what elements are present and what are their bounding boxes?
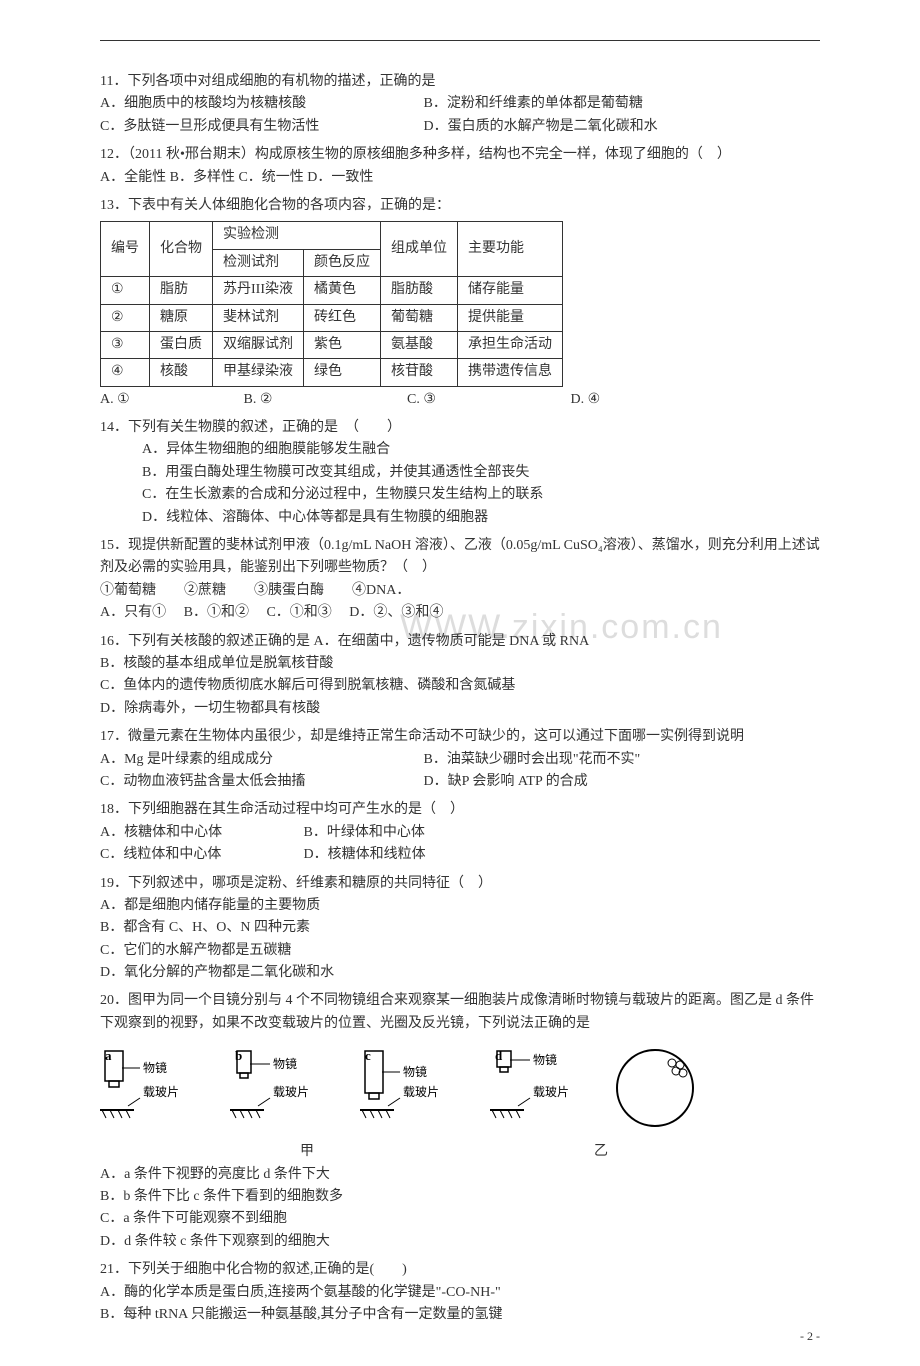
q15-opts: A．只有① B．①和② C．①和③ D．②、③和④ bbox=[100, 602, 820, 624]
label-yi: 乙 bbox=[594, 1141, 608, 1163]
document-body: 11．下列各项中对组成细胞的有机物的描述，正确的是 A．细胞质中的核酸均为核糖核… bbox=[100, 71, 820, 1326]
q15-stem: 15．现提供新配置的斐林试剂甲液（0.1g/mL NaOH 溶液）、乙液（0.0… bbox=[100, 535, 820, 580]
q18-B: B．叶绿体和中心体 bbox=[304, 822, 425, 844]
q13-stem: 13．下表中有关人体细胞化合物的各项内容，正确的是： bbox=[100, 195, 820, 217]
q13-table: 编号 化合物 实验检测 组成单位 主要功能 检测试剂 颜色反应 ① 脂肪 苏丹I… bbox=[100, 221, 563, 386]
lens-b-icon: b 物镜 载玻片 bbox=[230, 1048, 330, 1128]
header-rule bbox=[100, 40, 820, 41]
page-number: - 2 - bbox=[800, 1327, 820, 1346]
question-21: 21．下列关于细胞中化合物的叙述,正确的是( ) A．酶的化学本质是蛋白质,连接… bbox=[100, 1259, 820, 1326]
q16-D: D．除病毒外，一切生物都具有核酸 bbox=[100, 698, 820, 720]
q17-row2: C．动物血液钙盐含量太低会抽搐 D．缺P 会影响 ATP 的合成 bbox=[100, 771, 820, 793]
q17-D: D．缺P 会影响 ATP 的合成 bbox=[424, 771, 588, 793]
lens-d-icon: d 物镜 载玻片 bbox=[490, 1048, 590, 1128]
q11-stem: 11．下列各项中对组成细胞的有机物的描述，正确的是 bbox=[100, 71, 820, 93]
question-17: 17．微量元素在生物体内虽很少，却是维持正常生命活动不可缺少的，这可以通过下面哪… bbox=[100, 726, 820, 793]
th-id: 编号 bbox=[101, 222, 150, 277]
q13-B: B. ② bbox=[244, 389, 404, 411]
q11-A: A．细胞质中的核酸均为核糖核酸 bbox=[100, 93, 420, 115]
q13-opts: A. ① B. ② C. ③ D. ④ bbox=[100, 389, 820, 411]
q16-B: B．核酸的基本组成单位是脱氧核苷酸 bbox=[100, 653, 820, 675]
th-comp: 化合物 bbox=[150, 222, 213, 277]
svg-text:物镜: 物镜 bbox=[143, 1060, 167, 1075]
q20-D: D．d 条件较 c 条件下观察到的细胞大 bbox=[100, 1231, 820, 1253]
q18-D: D．核糖体和线粒体 bbox=[304, 844, 426, 866]
svg-text:载玻片: 载玻片 bbox=[273, 1085, 309, 1099]
q20-figure: a 物镜 载玻片 b 物镜 bbox=[100, 1043, 820, 1133]
q18-row2: C．线粒体和中心体 D．核糖体和线粒体 bbox=[100, 844, 820, 866]
lens-a-icon: a 物镜 载玻片 bbox=[100, 1048, 200, 1128]
q16-stem: 16．下列有关核酸的叙述正确的是 A．在细菌中，遗传物质可能是 DNA 或 RN… bbox=[100, 631, 820, 653]
th-func: 主要功能 bbox=[458, 222, 563, 277]
q19-D: D．氧化分解的产物都是二氧化碳和水 bbox=[100, 962, 820, 984]
question-16: 16．下列有关核酸的叙述正确的是 A．在细菌中，遗传物质可能是 DNA 或 RN… bbox=[100, 631, 820, 721]
q11-C: C．多肽链一旦形成便具有生物活性 bbox=[100, 116, 420, 138]
q18-stem: 18．下列细胞器在其生命活动过程中均可产生水的是（ ） bbox=[100, 799, 820, 821]
q13-D: D. ④ bbox=[571, 389, 601, 411]
question-14: 14．下列有关生物膜的叙述，正确的是 （ ） A．异体生物细胞的细胞膜能够发生融… bbox=[100, 417, 820, 529]
q18-C: C．线粒体和中心体 bbox=[100, 844, 300, 866]
q17-B: B．油菜缺少硼时会出现"花而不实" bbox=[424, 749, 641, 771]
q14-C: C．在生长激素的合成和分泌过程中，生物膜只发生结构上的联系 bbox=[100, 484, 820, 506]
q17-stem: 17．微量元素在生物体内虽很少，却是维持正常生命活动不可缺少的，这可以通过下面哪… bbox=[100, 726, 820, 748]
th-color: 颜色反应 bbox=[304, 249, 381, 276]
table-row: ④ 核酸 甲基绿染液 绿色 核苷酸 携带遗传信息 bbox=[101, 359, 563, 386]
table-row: ② 糖原 斐林试剂 砖红色 葡萄糖 提供能量 bbox=[101, 304, 563, 331]
q17-C: C．动物血液钙盐含量太低会抽搐 bbox=[100, 771, 420, 793]
q18-A: A．核糖体和中心体 bbox=[100, 822, 300, 844]
q12-opts: A．全能性 B．多样性 C．统一性 D．一致性 bbox=[100, 167, 820, 189]
q19-A: A．都是细胞内储存能量的主要物质 bbox=[100, 895, 820, 917]
figure-jia: a 物镜 载玻片 b 物镜 bbox=[100, 1048, 590, 1128]
question-12: 12．（2011 秋•邢台期末）构成原核生物的原核细胞多种多样，结构也不完全一样… bbox=[100, 144, 820, 189]
th-reagent: 检测试剂 bbox=[213, 249, 304, 276]
q19-stem: 19．下列叙述中，哪项是淀粉、纤维素和糖原的共同特征（ ） bbox=[100, 873, 820, 895]
label-jia: 甲 bbox=[300, 1141, 314, 1163]
lens-c-icon: c 物镜 载玻片 bbox=[360, 1048, 460, 1128]
svg-text:载玻片: 载玻片 bbox=[143, 1085, 179, 1099]
q15-items: ①葡萄糖 ②蔗糖 ③胰蛋白酶 ④DNA． bbox=[100, 580, 820, 602]
svg-text:载玻片: 载玻片 bbox=[533, 1085, 569, 1099]
q11-D: D．蛋白质的水解产物是二氧化碳和水 bbox=[424, 116, 658, 138]
question-11: 11．下列各项中对组成细胞的有机物的描述，正确的是 A．细胞质中的核酸均为核糖核… bbox=[100, 71, 820, 138]
q16-C: C．鱼体内的遗传物质彻底水解后可得到脱氧核糖、磷酸和含氮碱基 bbox=[100, 675, 820, 697]
q11-row2: C．多肽链一旦形成便具有生物活性 D．蛋白质的水解产物是二氧化碳和水 bbox=[100, 116, 820, 138]
svg-text:载玻片: 载玻片 bbox=[403, 1085, 439, 1099]
th-unit: 组成单位 bbox=[381, 222, 458, 277]
q13-C: C. ③ bbox=[407, 389, 567, 411]
q20-B: B．b 条件下比 c 条件下看到的细胞数多 bbox=[100, 1186, 820, 1208]
q21-A: A．酶的化学本质是蛋白质,连接两个氨基酸的化学键是"-CO-NH-" bbox=[100, 1282, 820, 1304]
table-row: ① 脂肪 苏丹III染液 橘黄色 脂肪酸 储存能量 bbox=[101, 277, 563, 304]
svg-text:物镜: 物镜 bbox=[533, 1052, 557, 1067]
question-19: 19．下列叙述中，哪项是淀粉、纤维素和糖原的共同特征（ ） A．都是细胞内储存能… bbox=[100, 873, 820, 985]
question-18: 18．下列细胞器在其生命活动过程中均可产生水的是（ ） A．核糖体和中心体 B．… bbox=[100, 799, 820, 866]
table-row: ③ 蛋白质 双缩脲试剂 紫色 氨基酸 承担生命活动 bbox=[101, 331, 563, 358]
svg-text:物镜: 物镜 bbox=[273, 1056, 297, 1071]
q11-row1: A．细胞质中的核酸均为核糖核酸 B．淀粉和纤维素的单体都是葡萄糖 bbox=[100, 93, 820, 115]
q20-C: C．a 条件下可能观察不到细胞 bbox=[100, 1208, 820, 1230]
q14-B: B．用蛋白酶处理生物膜可改变其组成，并使其通透性全部丧失 bbox=[100, 462, 820, 484]
q13-A: A. ① bbox=[100, 389, 240, 411]
q20-A: A．a 条件下视野的亮度比 d 条件下大 bbox=[100, 1164, 820, 1186]
q21-B: B．每种 tRNA 只能搬运一种氨基酸,其分子中含有一定数量的氢键 bbox=[100, 1304, 820, 1326]
svg-text:物镜: 物镜 bbox=[403, 1064, 427, 1079]
q14-stem: 14．下列有关生物膜的叙述，正确的是 （ ） bbox=[100, 417, 820, 439]
q19-B: B．都含有 C、H、O、N 四种元素 bbox=[100, 917, 820, 939]
question-15: 15．现提供新配置的斐林试剂甲液（0.1g/mL NaOH 溶液）、乙液（0.0… bbox=[100, 535, 820, 625]
q21-stem: 21．下列关于细胞中化合物的叙述,正确的是( ) bbox=[100, 1259, 820, 1281]
question-20: 20．图甲为同一个目镜分别与 4 个不同物镜组合来观察某一细胞装片成像清晰时物镜… bbox=[100, 990, 820, 1253]
q18-row1: A．核糖体和中心体 B．叶绿体和中心体 bbox=[100, 822, 820, 844]
q17-A: A．Mg 是叶绿素的组成成分 bbox=[100, 749, 420, 771]
q11-B: B．淀粉和纤维素的单体都是葡萄糖 bbox=[424, 93, 643, 115]
q20-stem: 20．图甲为同一个目镜分别与 4 个不同物镜组合来观察某一细胞装片成像清晰时物镜… bbox=[100, 990, 820, 1035]
question-13: 13．下表中有关人体细胞化合物的各项内容，正确的是： 编号 化合物 实验检测 组… bbox=[100, 195, 820, 411]
q19-C: C．它们的水解产物都是五碳糖 bbox=[100, 940, 820, 962]
field-view-icon bbox=[610, 1043, 700, 1133]
q12-stem: 12．（2011 秋•邢台期末）构成原核生物的原核细胞多种多样，结构也不完全一样… bbox=[100, 144, 820, 166]
q17-row1: A．Mg 是叶绿素的组成成分 B．油菜缺少硼时会出现"花而不实" bbox=[100, 749, 820, 771]
figure-labels: 甲 乙 bbox=[100, 1141, 820, 1163]
q14-D: D．线粒体、溶酶体、中心体等都是具有生物膜的细胞器 bbox=[100, 507, 820, 529]
th-exp: 实验检测 bbox=[213, 222, 381, 249]
q14-A: A．异体生物细胞的细胞膜能够发生融合 bbox=[100, 439, 820, 461]
